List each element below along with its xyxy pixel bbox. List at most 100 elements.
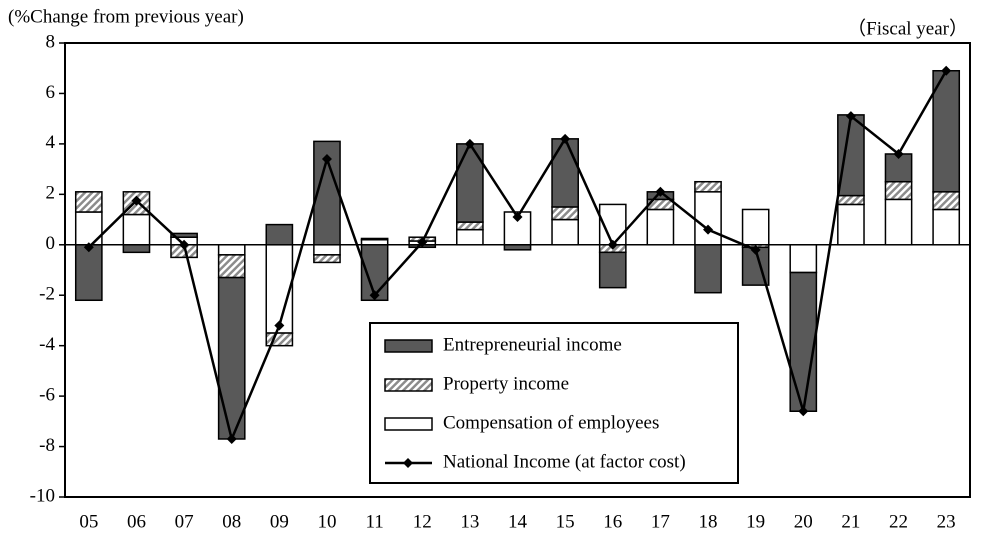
bar-segment xyxy=(598,251,627,289)
x-tick-label: 17 xyxy=(651,511,670,532)
x-tick-label: 19 xyxy=(746,511,765,532)
x-tick-label: 12 xyxy=(413,511,432,532)
bar-segment xyxy=(932,191,961,211)
plot-frame xyxy=(64,42,971,498)
x-tick-label: 15 xyxy=(556,511,575,532)
line-marker xyxy=(131,195,142,206)
x-axis-title: （Fiscal year） xyxy=(847,17,968,39)
legend-marker xyxy=(403,458,413,468)
bar-segment xyxy=(789,244,818,274)
bar-segment xyxy=(217,254,246,279)
y-axis-title: (%Change from previous year) xyxy=(8,6,244,27)
bar-segment xyxy=(884,180,913,201)
line-marker xyxy=(512,212,523,223)
x-tick-label: 10 xyxy=(317,511,336,532)
bar-segment xyxy=(313,244,341,256)
bar-segment xyxy=(551,138,579,208)
bar-segment xyxy=(122,244,151,254)
y-tick-label: -4 xyxy=(39,334,55,355)
legend-label: Entrepreneurial income xyxy=(443,334,622,355)
legend-label: Property income xyxy=(443,373,569,394)
bar-segment xyxy=(313,140,341,246)
line-marker xyxy=(703,224,714,235)
bar-segment xyxy=(837,203,865,246)
x-tick-label: 20 xyxy=(794,511,813,532)
line-marker xyxy=(274,320,285,331)
legend-swatch xyxy=(384,378,433,392)
bar-segment xyxy=(694,180,722,193)
bar-segment xyxy=(360,237,389,241)
bar-segment xyxy=(741,208,770,246)
bar-segment xyxy=(694,191,722,246)
bar-segment xyxy=(122,213,151,246)
bar-segment xyxy=(789,271,818,412)
bar-segment xyxy=(265,332,294,347)
bar-segment xyxy=(456,228,484,246)
x-tick-label: 05 xyxy=(79,511,98,532)
x-tick-label: 23 xyxy=(937,511,956,532)
y-tick-label: 6 xyxy=(46,82,56,103)
line-marker xyxy=(798,406,809,417)
y-tick-label: -6 xyxy=(39,384,55,405)
y-tick-label: 0 xyxy=(46,233,56,254)
y-tick-label: 4 xyxy=(46,132,56,153)
y-tick-label: -2 xyxy=(39,284,55,305)
x-tick-label: 18 xyxy=(699,511,718,532)
bar-segment xyxy=(74,244,103,302)
y-tick-label: -8 xyxy=(39,435,55,456)
y-tick-label: 2 xyxy=(46,183,56,204)
legend-label: National Income (at factor cost) xyxy=(443,451,686,472)
x-tick-label: 13 xyxy=(460,511,479,532)
bar-segment xyxy=(456,221,484,231)
legend-swatch xyxy=(384,417,433,431)
x-tick-label: 08 xyxy=(222,511,241,532)
x-tick-label: 06 xyxy=(127,511,146,532)
x-tick-label: 11 xyxy=(365,511,383,532)
bar-segment xyxy=(694,244,722,294)
x-tick-label: 22 xyxy=(889,511,908,532)
line-marker xyxy=(941,65,952,76)
bar-segment xyxy=(170,232,198,238)
line-marker xyxy=(179,239,190,250)
legend-swatch xyxy=(384,339,433,353)
bar-segment xyxy=(932,69,961,193)
bar-segment xyxy=(598,203,627,246)
x-tick-label: 14 xyxy=(508,511,528,532)
x-tick-label: 09 xyxy=(270,511,289,532)
bar-segment xyxy=(837,194,865,206)
bar-segment xyxy=(74,191,103,213)
bar-segment xyxy=(884,198,913,246)
y-tick-label: 8 xyxy=(46,31,56,52)
line-marker xyxy=(655,186,666,197)
bar-segment xyxy=(837,114,865,197)
bar-segment xyxy=(503,244,532,251)
y-tick-label: -10 xyxy=(30,485,55,506)
bar-segment xyxy=(456,143,484,223)
bar-segment xyxy=(551,218,579,246)
bar-segment xyxy=(932,208,961,246)
bar-segment xyxy=(265,223,294,246)
line-marker xyxy=(464,138,475,149)
bar-segment xyxy=(313,254,341,264)
bar-segment xyxy=(646,208,675,246)
line-marker xyxy=(417,237,428,248)
line-marker xyxy=(560,133,571,144)
line-marker xyxy=(845,111,856,122)
legend-label: Compensation of employees xyxy=(443,412,659,433)
x-tick-label: 16 xyxy=(603,511,622,532)
line-marker xyxy=(750,244,761,255)
line-marker xyxy=(321,154,332,165)
x-tick-label: 07 xyxy=(175,511,194,532)
bar-segment xyxy=(265,244,294,334)
bar-segment xyxy=(360,238,389,246)
bar-segment xyxy=(217,244,246,256)
line-marker xyxy=(83,242,94,253)
line-marker xyxy=(607,239,618,250)
line-marker xyxy=(893,148,904,159)
x-tick-label: 21 xyxy=(841,511,860,532)
line-marker xyxy=(226,433,237,444)
line-marker xyxy=(369,290,380,301)
bar-segment xyxy=(551,206,579,221)
